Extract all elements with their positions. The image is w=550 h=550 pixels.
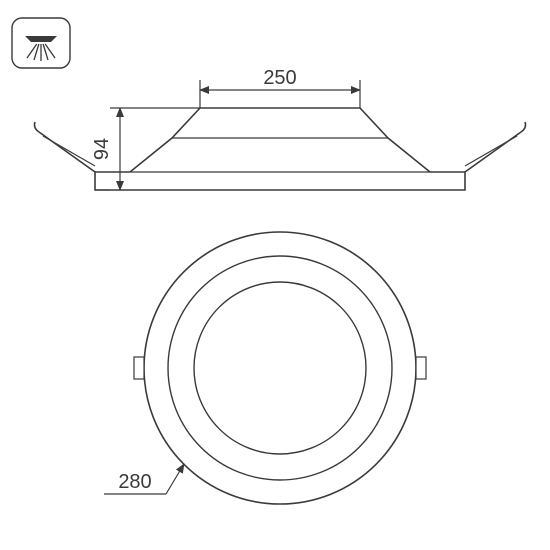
dia-leader [166, 464, 184, 494]
clip-tab [416, 357, 426, 379]
clip [465, 136, 517, 166]
clip-curl [521, 122, 526, 132]
dim-top-width: 250 [263, 67, 296, 89]
ring [194, 282, 366, 454]
clip-curl [35, 122, 40, 132]
dim-diameter: 280 [118, 471, 151, 493]
side-view-profile [95, 108, 465, 190]
clip-tab [134, 357, 144, 379]
dim-height: 94 [91, 138, 113, 160]
clip [43, 136, 95, 166]
